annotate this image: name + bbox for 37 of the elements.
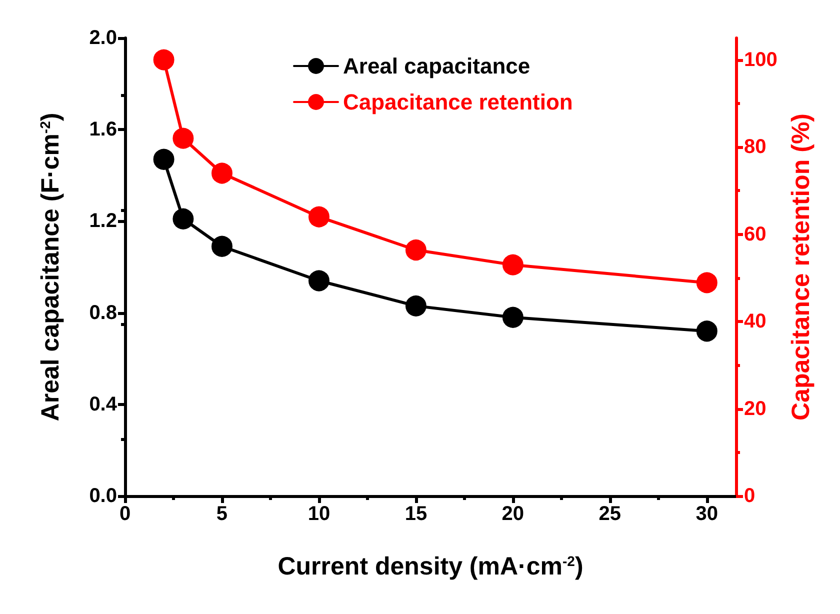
y2-axis-title: Capacitance retention (%) xyxy=(786,113,815,421)
point xyxy=(172,128,194,149)
y2-tick-label: 20 xyxy=(744,398,766,420)
y-tick-label: 0.4 xyxy=(89,393,118,416)
point xyxy=(153,148,174,170)
point xyxy=(308,270,330,292)
point xyxy=(405,239,426,260)
legend-label: Areal capacitance xyxy=(343,54,530,78)
y2-tick-label: 60 xyxy=(744,223,766,246)
y2-tick-label: 80 xyxy=(744,136,766,158)
y2-tick-label: 40 xyxy=(744,310,766,333)
legend-label: Capacitance retention xyxy=(343,90,573,114)
y-tick-label: 0.8 xyxy=(89,302,117,324)
x-tick-label: 5 xyxy=(216,503,228,525)
point xyxy=(502,254,524,276)
x-tick-label: 15 xyxy=(404,503,428,525)
y2-tick-label: 0 xyxy=(744,485,756,507)
y-tick-label: 1.6 xyxy=(89,118,117,141)
point xyxy=(405,295,426,316)
point xyxy=(212,236,232,257)
x-tick-label: 20 xyxy=(502,503,524,525)
y-tick-label: 2.0 xyxy=(89,27,117,49)
point xyxy=(212,162,232,184)
point xyxy=(502,306,524,328)
x-tick-label: 30 xyxy=(696,503,718,525)
x-tick-label: 10 xyxy=(308,503,330,525)
point xyxy=(153,49,174,70)
x-tick-label: 25 xyxy=(598,503,622,525)
y-axis-title: Areal capacitance (F·cm-2) xyxy=(36,112,64,422)
x-tick-label: 0 xyxy=(119,503,131,525)
y-tick-label: 1.2 xyxy=(89,210,117,232)
point xyxy=(172,208,194,230)
point xyxy=(308,206,330,228)
point xyxy=(696,320,718,342)
point xyxy=(696,272,718,294)
y2-tick-label: 100 xyxy=(744,48,778,71)
y-tick-label: 0.0 xyxy=(89,485,117,507)
